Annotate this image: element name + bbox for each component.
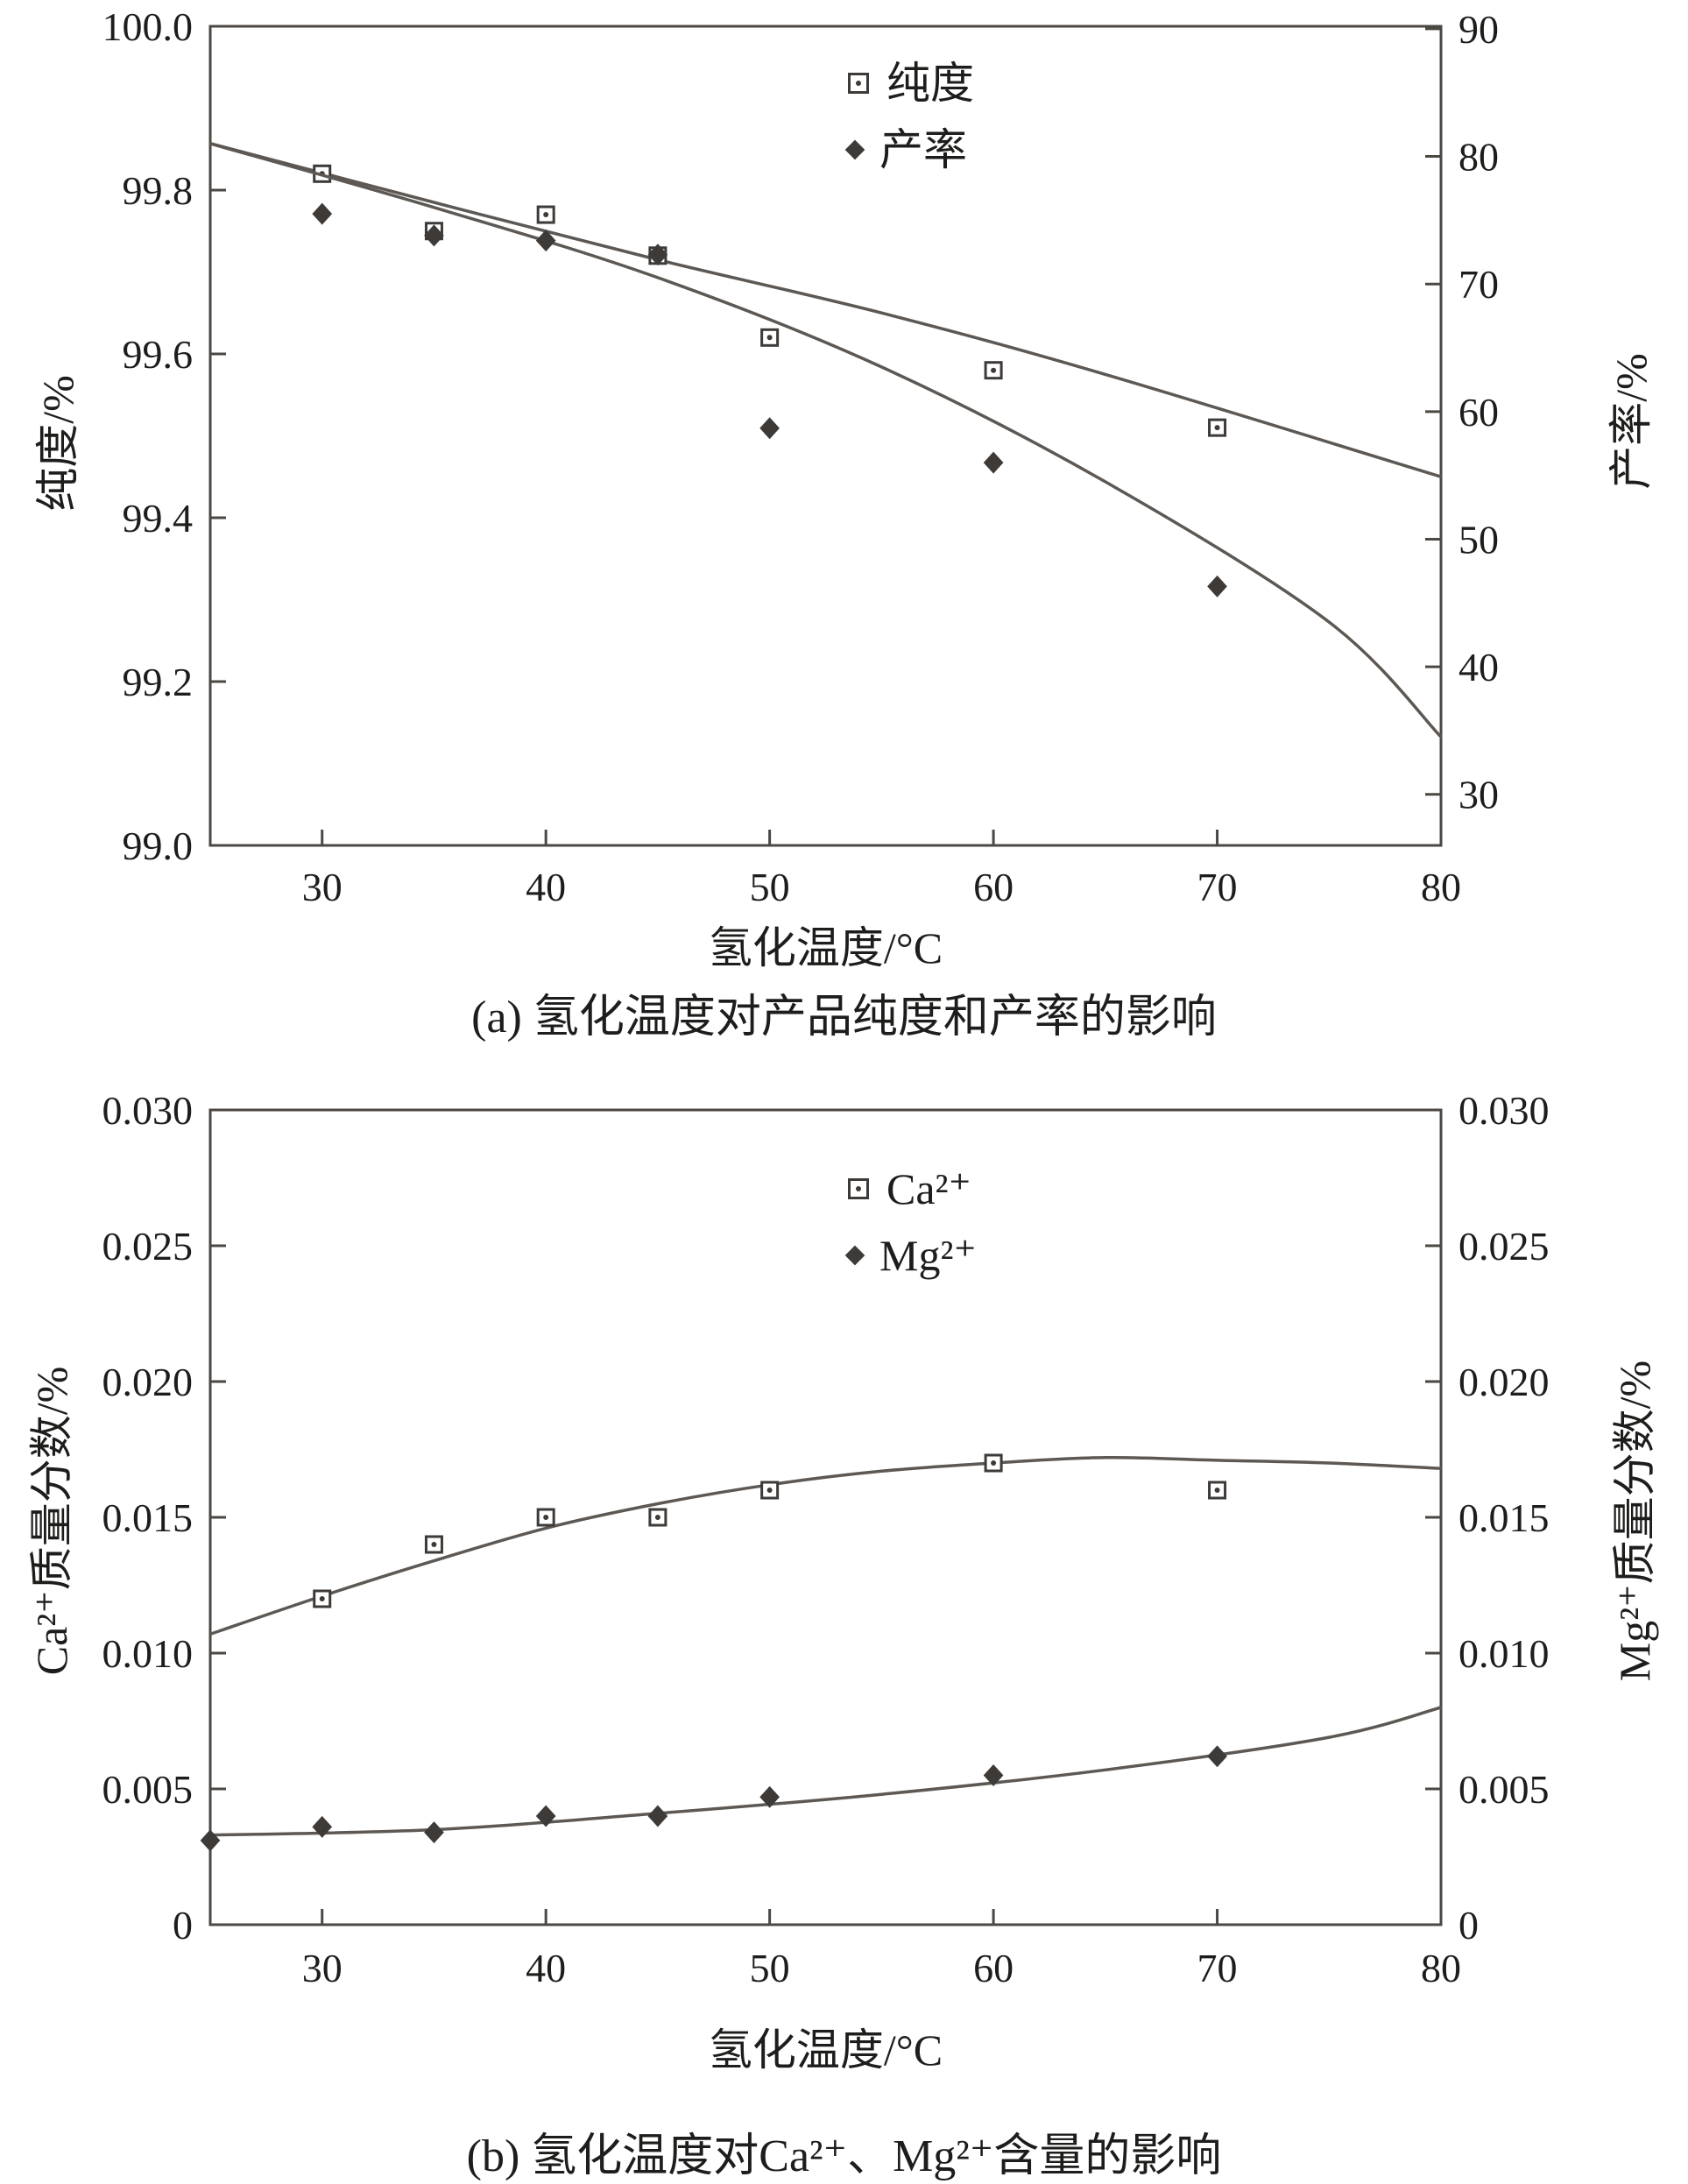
- svg-text:0.025: 0.025: [1458, 1224, 1550, 1269]
- svg-text:0.025: 0.025: [102, 1224, 194, 1269]
- svg-text:0.015: 0.015: [102, 1495, 194, 1540]
- svg-text:100.0: 100.0: [102, 4, 194, 49]
- legend-label-yield: 产率: [879, 125, 967, 174]
- ca-marker-dot: [856, 1186, 861, 1191]
- svg-text:99.4: 99.4: [123, 496, 194, 541]
- chart-b-legend: Ca²⁺ Mg²⁺: [844, 1167, 977, 1280]
- svg-text:0.010: 0.010: [102, 1631, 194, 1676]
- legend-label-ca: Ca²⁺: [886, 1164, 971, 1213]
- svg-text:70: 70: [1197, 865, 1238, 909]
- svg-text:30: 30: [1458, 773, 1499, 817]
- svg-text:80: 80: [1458, 135, 1499, 180]
- svg-text:30: 30: [302, 865, 343, 909]
- chart-a-legend: 纯度 产率: [844, 61, 974, 174]
- svg-text:60: 60: [1458, 390, 1499, 435]
- svg-text:0.020: 0.020: [1458, 1360, 1550, 1404]
- chart-b-canvas: 30 40 50 60 70 8000.0050.0100.0150.0200.0250.…: [102, 1088, 1550, 1990]
- svg-text:40: 40: [1458, 645, 1499, 689]
- svg-text:99.6: 99.6: [123, 332, 194, 377]
- svg-text:0.005: 0.005: [102, 1767, 194, 1812]
- svg-text:99.0: 99.0: [123, 823, 194, 868]
- legend-label-mg: Mg²⁺: [879, 1231, 977, 1280]
- chart-a-right-axis-title: 产率/%: [1607, 353, 1656, 490]
- legend-item-mg: Mg²⁺: [844, 1231, 977, 1280]
- legend-item-ca: Ca²⁺: [848, 1167, 977, 1211]
- chart-a-left-axis-title: 纯度/%: [33, 375, 82, 512]
- svg-text:99.2: 99.2: [123, 660, 194, 704]
- svg-text:30: 30: [302, 1946, 343, 1990]
- legend-item-purity: 纯度: [848, 61, 974, 105]
- mg-marker-icon: [844, 1245, 865, 1266]
- chart-b-caption: (b) 氢化温度对Ca²⁺、Mg²⁺含量的影响: [466, 2131, 1222, 2181]
- svg-text:0.030: 0.030: [102, 1088, 194, 1133]
- purity-marker-dot: [856, 81, 861, 86]
- chart-b-right-axis-title: Mg²⁺质量分数/%: [1610, 1360, 1659, 1682]
- svg-text:70: 70: [1458, 262, 1499, 307]
- svg-text:70: 70: [1197, 1946, 1238, 1990]
- svg-text:0.005: 0.005: [1458, 1767, 1550, 1812]
- svg-text:90: 90: [1458, 7, 1499, 52]
- legend-item-yield: 产率: [844, 125, 974, 174]
- svg-text:0.010: 0.010: [1458, 1631, 1550, 1676]
- svg-text:99.8: 99.8: [123, 168, 194, 213]
- svg-text:40: 40: [526, 865, 566, 909]
- svg-text:0: 0: [173, 1903, 193, 1947]
- chart-b-x-axis-title: 氢化温度/°C: [708, 2025, 943, 2074]
- chart-a-x-axis-title: 氢化温度/°C: [708, 923, 943, 972]
- svg-text:50: 50: [750, 865, 790, 909]
- svg-text:0: 0: [1458, 1903, 1479, 1947]
- ca-marker-icon: [848, 1178, 869, 1199]
- svg-text:80: 80: [1421, 865, 1461, 909]
- svg-text:50: 50: [1458, 517, 1499, 562]
- svg-text:0.020: 0.020: [102, 1360, 194, 1404]
- svg-text:0.030: 0.030: [1458, 1088, 1550, 1133]
- chart-b-left-axis-title: Ca²⁺质量分数/%: [27, 1366, 76, 1676]
- yield-marker-icon: [844, 139, 865, 160]
- svg-text:40: 40: [526, 1946, 566, 1990]
- purity-marker-icon: [848, 73, 869, 94]
- legend-label-purity: 纯度: [886, 59, 974, 108]
- chart-a-caption: (a) 氢化温度对产品纯度和产率的影响: [471, 993, 1217, 1043]
- svg-text:0.015: 0.015: [1458, 1495, 1550, 1540]
- chart-a-canvas: 30 40 50 60 70 80 99.0 99.2 99.4 99.6 99.8 100.0 30 4…: [102, 4, 1500, 909]
- svg-text:60: 60: [973, 1946, 1014, 1990]
- svg-text:60: 60: [973, 865, 1014, 909]
- svg-text:80: 80: [1421, 1946, 1461, 1990]
- svg-text:50: 50: [750, 1946, 790, 1990]
